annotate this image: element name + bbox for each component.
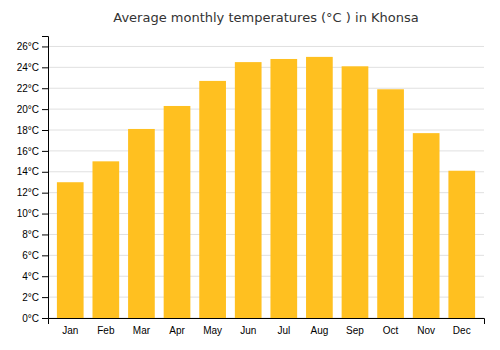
y-tick: 18°C [17,125,48,136]
y-tick-label: 10°C [17,208,39,219]
x-tick: Apr [169,325,185,336]
x-tick: Nov [417,325,435,336]
bar [413,133,440,318]
x-tick: Mar [133,325,151,336]
y-tick: 10°C [17,208,48,219]
grid-line [48,130,484,131]
bar [342,66,369,318]
x-tick-label: Sep [346,325,364,336]
y-tick-label: 4°C [22,271,39,282]
x-tick-label: Jan [62,325,78,336]
x-tick-label: Dec [453,325,471,336]
y-axis: 0°C 2°C 4°C 6°C 8°C 10°C 12°C 14°C 16°C 18°C 20°C 2… [17,37,49,324]
bar [377,89,404,318]
x-tick: Oct [383,325,399,336]
y-tick-mark [42,46,48,47]
x-tick-label: Aug [310,325,328,336]
x-tick-label: Jun [240,325,256,336]
x-tick-label: Feb [97,325,115,336]
x-tick-label: Apr [169,325,185,336]
x-tick-label: Nov [417,325,435,336]
bar [448,171,475,318]
y-tick-mark [42,297,48,298]
x-tick: Jun [240,325,256,336]
x-tick-label: Mar [133,325,151,336]
y-tick-mark [42,234,48,235]
x-axis: Jan Feb Mar Apr May Jun Jul Aug Sep Oct Nov Dec [49,319,485,337]
grid-line [48,46,484,47]
y-tick: 14°C [17,166,48,177]
x-axis-line [49,319,485,325]
grid-line [48,109,484,110]
y-tick-label: 8°C [22,229,39,240]
y-tick: 24°C [17,62,48,73]
x-tick-label: May [203,325,222,336]
x-tick-label: Jul [277,325,290,336]
bar [235,62,262,318]
y-tick: 2°C [22,292,48,303]
y-tick-label: 26°C [17,41,39,52]
x-tick: Aug [310,325,328,336]
bar [92,161,119,318]
y-axis-line [42,37,49,319]
y-tick-mark [42,172,48,173]
bar [199,81,226,318]
y-tick-mark [42,276,48,277]
y-tick-mark [42,255,48,256]
y-tick: 26°C [17,41,48,52]
y-tick: 16°C [17,146,48,157]
y-tick-label: 14°C [17,166,39,177]
chart: 0°C 2°C 4°C 6°C 8°C 10°C 12°C 14°C 16°C 18°C 20°C 2… [0,0,500,350]
y-tick-mark [42,193,48,194]
y-tick-mark [42,88,48,89]
title: Average monthly temperatures (°C ) in Kh… [113,10,418,25]
y-tick-mark [42,151,48,152]
grid-line [48,88,484,89]
bar [306,57,333,318]
y-tick-label: 2°C [22,292,39,303]
y-tick: 8°C [22,229,48,240]
x-tick-label: Oct [383,325,399,336]
x-tick: Sep [346,325,364,336]
y-tick: 12°C [17,187,48,198]
y-tick-label: 24°C [17,62,39,73]
y-tick-mark [42,67,48,68]
y-tick-mark [42,214,48,215]
y-tick-label: 12°C [17,187,39,198]
y-tick-mark [42,130,48,131]
grid [48,46,484,318]
bar [270,59,297,318]
y-tick: 20°C [17,104,48,115]
x-tick: Feb [97,325,115,336]
y-tick-mark [42,109,48,110]
bar [128,129,155,318]
plot: 0°C 2°C 4°C 6°C 8°C 10°C 12°C 14°C 16°C 18°C 20°C 2… [17,37,485,337]
grid-line [48,67,484,68]
x-tick: Jul [277,325,290,336]
y-tick: 22°C [17,83,48,94]
y-tick-mark [42,318,48,319]
y-tick-label: 18°C [17,125,39,136]
x-tick: May [203,325,222,336]
y-tick-label: 16°C [17,146,39,157]
bar [164,106,191,318]
x-tick: Dec [453,325,471,336]
y-tick: 4°C [22,271,48,282]
bar [57,182,84,318]
y-tick: 0°C [22,313,48,324]
y-tick-label: 22°C [17,83,39,94]
y-tick-label: 20°C [17,104,39,115]
y-tick-label: 6°C [22,250,39,261]
bars [57,57,475,318]
y-tick-label: 0°C [22,313,39,324]
y-tick: 6°C [22,250,48,261]
x-tick: Jan [62,325,78,336]
